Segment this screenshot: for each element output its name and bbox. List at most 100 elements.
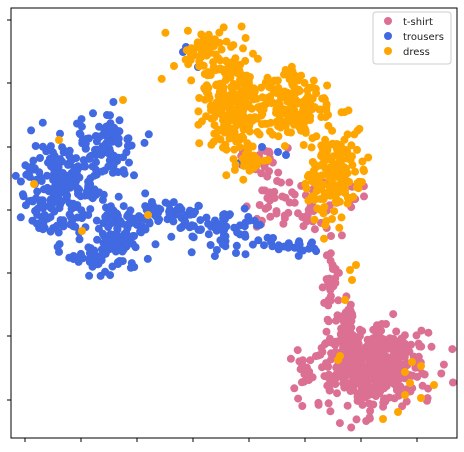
point-dress	[232, 60, 240, 69]
point-dress	[282, 116, 291, 125]
point-trousers	[46, 227, 55, 236]
point-dress	[322, 103, 331, 112]
point-dress	[230, 165, 239, 174]
point-dress	[194, 120, 203, 129]
point-dress	[203, 71, 212, 80]
point-trousers	[72, 169, 81, 178]
point-t-shirt	[377, 350, 386, 359]
point-t-shirt	[389, 310, 398, 319]
point-trousers	[101, 267, 110, 276]
point-dress	[249, 49, 257, 58]
point-trousers	[59, 222, 68, 231]
point-dress	[253, 54, 262, 63]
point-trousers	[283, 242, 292, 251]
point-trousers	[115, 116, 124, 125]
point-dress	[337, 108, 346, 117]
point-trousers	[109, 161, 118, 170]
point-trousers	[123, 134, 132, 143]
point-dress	[335, 197, 344, 206]
point-trousers	[16, 213, 25, 222]
point-trousers	[99, 190, 108, 199]
point-trousers	[50, 151, 59, 160]
point-trousers	[32, 194, 41, 203]
point-trousers	[167, 232, 176, 241]
point-dress	[241, 34, 250, 42]
point-dress	[352, 261, 360, 269]
point-dress	[241, 102, 250, 111]
point-dress	[328, 126, 337, 135]
point-trousers	[69, 199, 78, 208]
x-axis-ticks	[24, 438, 418, 442]
point-dress	[321, 140, 330, 149]
point-dress	[253, 128, 262, 136]
point-dress	[283, 97, 292, 106]
point-dress	[217, 45, 226, 54]
point-trousers	[155, 215, 164, 224]
series-dress	[30, 22, 438, 423]
point-dress	[245, 121, 254, 130]
point-dress	[309, 76, 318, 85]
point-dress	[330, 207, 339, 216]
point-trousers	[106, 202, 115, 211]
point-trousers	[38, 118, 47, 127]
point-t-shirt	[369, 367, 378, 376]
point-t-shirt	[272, 209, 281, 218]
point-dress	[337, 213, 346, 222]
point-dress	[284, 71, 293, 80]
point-trousers	[112, 137, 121, 146]
point-trousers	[233, 228, 242, 237]
point-trousers	[98, 249, 107, 258]
point-dress	[348, 276, 356, 284]
point-trousers	[85, 154, 94, 163]
point-dress	[289, 100, 298, 109]
point-dress	[334, 356, 342, 364]
point-dress	[239, 125, 248, 134]
point-dress	[161, 28, 170, 37]
point-dress	[300, 78, 309, 87]
point-dress	[201, 37, 210, 46]
point-dress	[359, 165, 368, 174]
point-trousers	[204, 230, 213, 239]
point-dress	[257, 83, 266, 92]
point-dress	[231, 54, 240, 63]
point-trousers	[189, 222, 198, 230]
point-t-shirt	[417, 326, 426, 335]
point-t-shirt	[437, 369, 446, 378]
point-dress	[379, 415, 387, 423]
point-dress	[328, 215, 336, 223]
point-dress	[319, 209, 328, 218]
legend-marker-trousers	[384, 32, 392, 40]
point-dress	[241, 56, 250, 65]
point-dress	[30, 180, 38, 188]
point-dress	[266, 92, 275, 101]
point-t-shirt	[337, 231, 346, 240]
point-t-shirt	[322, 327, 331, 336]
point-trousers	[120, 169, 129, 178]
point-trousers	[91, 258, 100, 267]
point-dress	[216, 79, 225, 88]
series-t-shirt	[237, 142, 457, 432]
point-t-shirt	[328, 260, 337, 269]
point-trousers	[181, 217, 190, 226]
point-dress	[227, 83, 236, 91]
point-trousers	[189, 233, 198, 242]
point-dress	[323, 81, 332, 90]
point-trousers	[115, 244, 124, 252]
point-trousers	[176, 224, 185, 232]
point-trousers	[54, 163, 63, 172]
point-dress	[221, 140, 230, 149]
point-trousers	[274, 148, 282, 156]
point-trousers	[37, 177, 46, 185]
point-trousers	[86, 180, 95, 189]
point-t-shirt	[329, 374, 338, 383]
point-dress	[245, 158, 253, 167]
point-dress	[170, 62, 178, 70]
data-points	[11, 22, 457, 432]
point-t-shirt	[293, 346, 302, 355]
legend-label-trousers: trousers	[403, 32, 444, 43]
point-trousers	[282, 151, 290, 159]
point-trousers	[299, 246, 307, 255]
point-trousers	[109, 98, 118, 106]
point-dress	[204, 30, 213, 39]
axes-frame	[10, 7, 458, 439]
